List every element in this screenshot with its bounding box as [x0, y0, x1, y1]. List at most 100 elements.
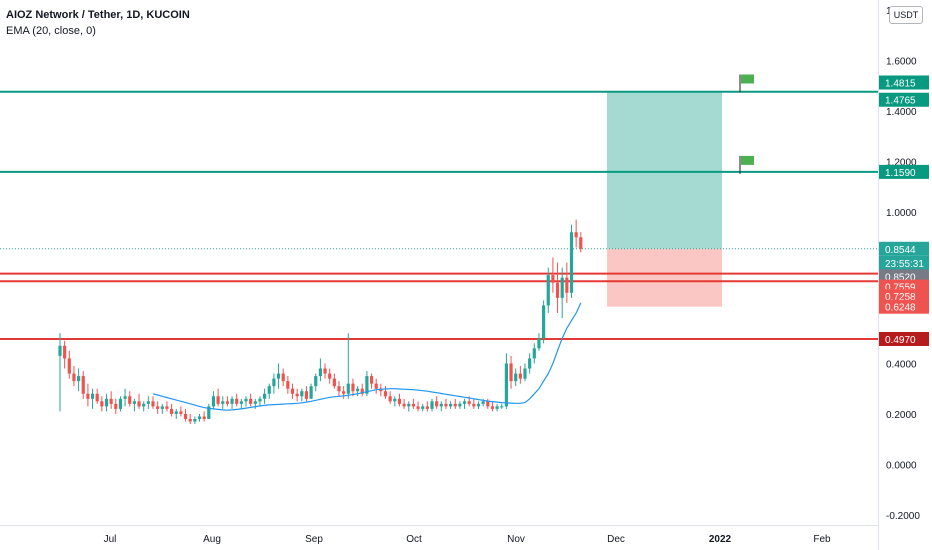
candle-body[interactable]: [337, 386, 341, 392]
candle-body[interactable]: [369, 376, 374, 384]
candle-body[interactable]: [425, 406, 429, 409]
candle-body[interactable]: [449, 403, 453, 407]
candle-body[interactable]: [342, 391, 346, 394]
candle-body[interactable]: [430, 401, 434, 409]
candle-body[interactable]: [244, 398, 248, 402]
candle-body[interactable]: [551, 275, 555, 283]
candle-body[interactable]: [472, 403, 476, 407]
candle-body[interactable]: [411, 403, 415, 407]
candle-body[interactable]: [356, 388, 360, 392]
candle-body[interactable]: [309, 386, 313, 399]
flag-icon[interactable]: [741, 74, 754, 84]
candle-body[interactable]: [490, 406, 495, 409]
candle-body[interactable]: [207, 406, 211, 419]
candle-body[interactable]: [393, 398, 397, 402]
candle-body[interactable]: [546, 275, 550, 306]
candle-body[interactable]: [239, 401, 243, 404]
candle-body[interactable]: [170, 408, 174, 414]
candle-body[interactable]: [407, 403, 411, 407]
candle-body[interactable]: [128, 396, 132, 404]
candle-body[interactable]: [518, 373, 522, 379]
candle-body[interactable]: [249, 398, 253, 404]
currency-badge[interactable]: USDT: [889, 6, 923, 24]
candle-body[interactable]: [486, 401, 490, 407]
candle-body[interactable]: [63, 345, 67, 359]
candle-body[interactable]: [258, 398, 262, 402]
candle-body[interactable]: [569, 232, 574, 293]
candle-body[interactable]: [388, 396, 392, 402]
candle-body[interactable]: [509, 363, 513, 382]
candle-body[interactable]: [560, 277, 564, 298]
candle-body[interactable]: [276, 373, 281, 379]
candle-body[interactable]: [67, 358, 71, 374]
candle-body[interactable]: [235, 398, 239, 404]
candle-body[interactable]: [193, 418, 197, 422]
candle-body[interactable]: [216, 396, 220, 404]
candle-body[interactable]: [104, 398, 109, 407]
candle-body[interactable]: [383, 391, 388, 397]
candle-body[interactable]: [137, 401, 141, 407]
candle-body[interactable]: [323, 368, 327, 374]
candle-body[interactable]: [528, 358, 532, 369]
candle-body[interactable]: [95, 393, 99, 402]
candle-body[interactable]: [458, 403, 462, 407]
candle-body[interactable]: [90, 393, 95, 399]
candle-body[interactable]: [253, 401, 257, 404]
candle-body[interactable]: [156, 406, 160, 409]
candle-body[interactable]: [416, 406, 420, 409]
candle-body[interactable]: [374, 383, 378, 389]
candle-body[interactable]: [365, 376, 369, 394]
candle-body[interactable]: [290, 388, 295, 394]
candle-body[interactable]: [100, 401, 104, 407]
candle-body[interactable]: [328, 373, 332, 379]
candle-body[interactable]: [146, 401, 150, 404]
candle-body[interactable]: [81, 376, 85, 394]
candle-body[interactable]: [453, 403, 457, 407]
candle-body[interactable]: [574, 232, 578, 238]
candle-body[interactable]: [174, 411, 178, 414]
candle-body[interactable]: [132, 401, 136, 404]
candle-body[interactable]: [142, 403, 146, 407]
candle-body[interactable]: [179, 411, 183, 414]
candle-body[interactable]: [402, 403, 406, 407]
candle-body[interactable]: [295, 393, 299, 397]
target-zone[interactable]: [607, 91, 722, 249]
flag-icon[interactable]: [741, 155, 754, 165]
candle-body[interactable]: [346, 383, 350, 394]
candle-body[interactable]: [225, 401, 229, 404]
candle-body[interactable]: [351, 383, 355, 392]
candle-body[interactable]: [286, 381, 290, 389]
candle-body[interactable]: [332, 378, 336, 387]
candle-body[interactable]: [86, 393, 90, 399]
candle-body[interactable]: [221, 401, 225, 404]
candle-body[interactable]: [444, 403, 448, 407]
candle-body[interactable]: [537, 338, 541, 349]
candle-body[interactable]: [263, 393, 267, 399]
candle-body[interactable]: [514, 373, 518, 382]
candle-body[interactable]: [439, 403, 443, 407]
candle-body[interactable]: [421, 406, 425, 409]
candle-body[interactable]: [542, 305, 546, 339]
candle-body[interactable]: [72, 373, 76, 382]
candle-body[interactable]: [300, 391, 304, 397]
candle-body[interactable]: [555, 282, 560, 298]
candle-body[interactable]: [304, 391, 309, 399]
candle-body[interactable]: [579, 237, 583, 249]
candle-body[interactable]: [183, 413, 188, 419]
candle-body[interactable]: [165, 406, 169, 409]
candle-body[interactable]: [379, 388, 383, 392]
candle-body[interactable]: [467, 401, 471, 404]
candle-body[interactable]: [109, 398, 113, 404]
candle-body[interactable]: [211, 396, 216, 407]
candle-body[interactable]: [435, 401, 439, 407]
candle-body[interactable]: [267, 386, 271, 394]
candle-body[interactable]: [500, 406, 504, 408]
candle-body[interactable]: [504, 363, 508, 407]
candle-body[interactable]: [123, 396, 127, 399]
candle-body[interactable]: [151, 401, 155, 407]
candle-body[interactable]: [272, 378, 276, 387]
candle-body[interactable]: [197, 416, 202, 419]
candle-body[interactable]: [160, 406, 164, 409]
indicator-label[interactable]: EMA (20, close, 0): [6, 25, 96, 37]
